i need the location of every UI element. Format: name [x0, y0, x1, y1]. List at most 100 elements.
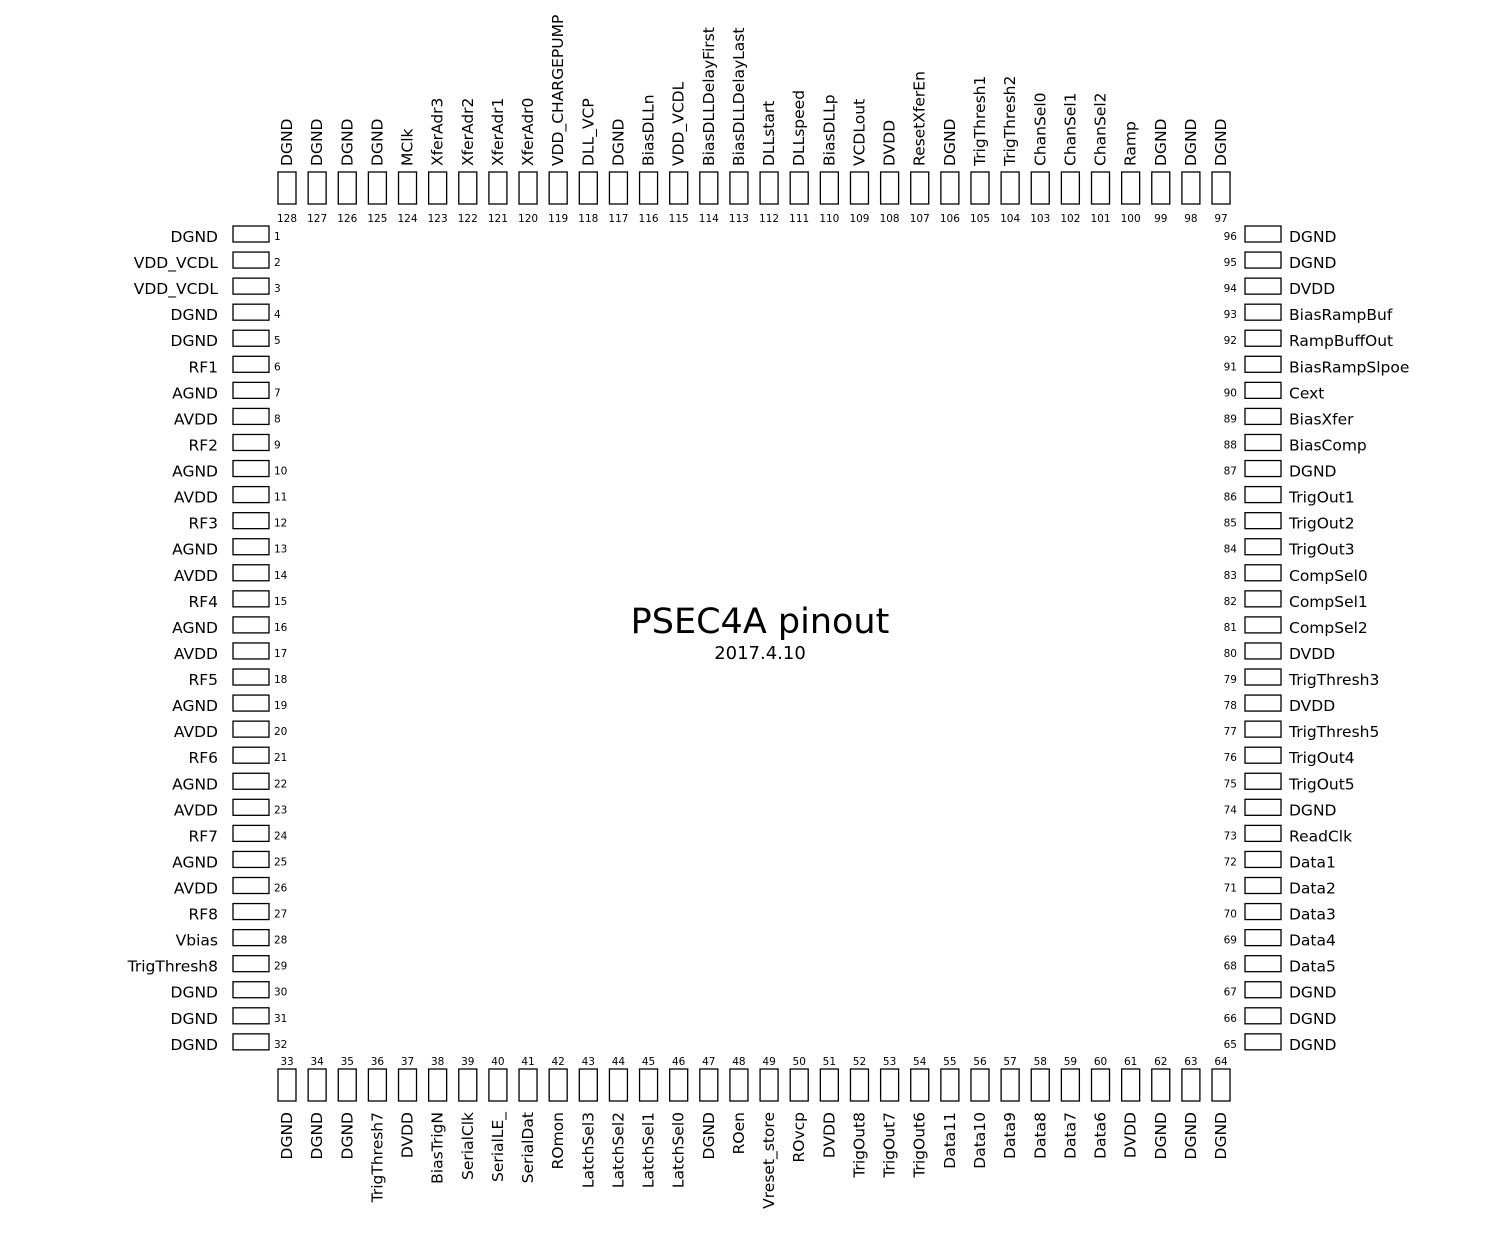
- pin-pad: [232, 876, 270, 895]
- pin-pad: [849, 171, 870, 205]
- pin-5: DGND 5: [171, 329, 281, 350]
- pin-name: DGND: [1212, 1112, 1230, 1160]
- pin-65: DGND 65: [1224, 1033, 1337, 1054]
- pin-47: 47 DGND: [699, 1056, 719, 1159]
- pin-pad: [337, 1068, 357, 1102]
- pin-115: 115 VDD_VCDL: [669, 81, 689, 225]
- pin-number: 82: [1224, 596, 1237, 608]
- pin-name: DVDD: [1289, 280, 1335, 298]
- pin-number: 5: [274, 335, 281, 347]
- pin-18: RF5 18: [188, 668, 287, 689]
- pin-70: Data3 70: [1224, 902, 1336, 924]
- pin-pad: [232, 720, 270, 738]
- pin-pad: [518, 1068, 538, 1102]
- pin-61: 61 DVDD: [1120, 1056, 1141, 1158]
- pin-46: 46 LatchSel0: [669, 1056, 689, 1188]
- pin-126: 126 DGND: [337, 118, 357, 225]
- pin-59: 59 Data7: [1060, 1056, 1081, 1159]
- pin-number: 109: [849, 213, 869, 225]
- pin-number: 32: [274, 1039, 287, 1051]
- pin-name: VDD_VCDL: [670, 81, 689, 166]
- pin-53: 53 TrigOut7: [879, 1056, 900, 1179]
- pin-number: 33: [280, 1056, 293, 1068]
- pin-pad: [1030, 1068, 1050, 1102]
- pin-pad: [849, 1068, 870, 1102]
- pin-name: Data9: [1001, 1112, 1019, 1159]
- pin-number: 38: [431, 1056, 444, 1068]
- pin-number: 44: [612, 1056, 626, 1068]
- top-pin-row: 97 DGND 98 DGND 99 DGND 100 Ramp 101 ChanSel2 102 C…: [277, 15, 1231, 225]
- pin-name: DLL_VCP: [579, 98, 598, 166]
- pin-number: 124: [397, 213, 417, 225]
- pin-name: DVDD: [1122, 1112, 1140, 1158]
- pin-name: BiasComp: [1289, 436, 1367, 454]
- pin-number: 88: [1224, 439, 1237, 451]
- pin-94: DVDD 94: [1224, 277, 1335, 298]
- pin-name: DGND: [941, 118, 959, 166]
- pin-number: 50: [793, 1056, 806, 1068]
- pin-name: BiasXfer: [1289, 410, 1354, 428]
- pin-number: 84: [1224, 544, 1238, 556]
- pin-pad: [232, 928, 270, 947]
- pin-121: 121 XferAdr1: [488, 98, 508, 225]
- pin-name: DGND: [308, 1112, 326, 1160]
- pin-name: AGND: [172, 697, 218, 715]
- pin-pad: [759, 171, 779, 205]
- pin-124: 124 MClk: [397, 128, 417, 225]
- pin-pad: [488, 1068, 508, 1102]
- pin-pad: [1244, 407, 1282, 426]
- pin-pad: [879, 171, 900, 205]
- pin-number: 119: [548, 213, 568, 225]
- pin-name: VDD_CHARGEPUMP: [549, 15, 568, 166]
- pin-pad: [729, 1068, 749, 1102]
- pin-4: DGND 4: [171, 303, 281, 324]
- pin-22: AGND 22: [172, 772, 287, 793]
- pin-name: BiasDLLp: [820, 94, 838, 166]
- pin-pad: [548, 171, 568, 205]
- pin-name: Data1: [1289, 853, 1336, 871]
- pin-pad: [970, 1068, 990, 1102]
- pin-pad: [1151, 1068, 1171, 1102]
- pin-40: 40 SerialLE_: [488, 1056, 508, 1182]
- pin-name: DGND: [1289, 801, 1337, 819]
- pin-number: 77: [1224, 726, 1237, 738]
- pin-number: 31: [274, 1013, 287, 1025]
- pin-number: 65: [1224, 1039, 1237, 1051]
- pin-name: AVDD: [174, 489, 218, 507]
- pin-name: BiasRampBuf: [1289, 306, 1393, 324]
- pin-number: 63: [1184, 1056, 1197, 1068]
- pin-37: 37 DVDD: [397, 1056, 418, 1158]
- pin-name: DGND: [609, 118, 627, 166]
- pin-pad: [819, 1068, 839, 1102]
- pin-2: VDD_VCDL 2: [134, 251, 281, 273]
- pin-number: 56: [973, 1056, 987, 1068]
- pin-pad: [1181, 1068, 1201, 1102]
- pin-pad: [1060, 171, 1081, 205]
- pin-pad: [699, 171, 719, 205]
- pin-name: ROvcp: [790, 1112, 808, 1163]
- pin-pad: [1244, 850, 1282, 869]
- pin-107: 107 ResetXferEn: [910, 71, 930, 225]
- pin-name: ROen: [730, 1112, 748, 1154]
- pin-82: CompSel1 82: [1224, 590, 1368, 611]
- pin-name: TrigOut4: [1288, 749, 1355, 767]
- pin-name: LatchSel2: [609, 1112, 627, 1188]
- pin-name: LatchSel0: [670, 1112, 688, 1188]
- pin-name: AVDD: [174, 645, 218, 663]
- pin-number: 10: [274, 466, 287, 478]
- pin-pad: [608, 1068, 629, 1102]
- pin-number: 67: [1224, 987, 1237, 999]
- pin-26: AVDD 26: [174, 876, 288, 898]
- pin-99: 99 DGND: [1151, 118, 1171, 225]
- pin-number: 123: [428, 213, 448, 225]
- pin-name: Ramp: [1122, 121, 1140, 166]
- pin-name: DGND: [1152, 1112, 1170, 1160]
- pin-name: Data2: [1289, 880, 1336, 898]
- pin-name: CompSel2: [1289, 619, 1368, 637]
- pin-number: 81: [1224, 622, 1237, 634]
- pin-pad: [232, 355, 270, 373]
- pin-name: AVDD: [174, 410, 218, 428]
- pin-number: 112: [759, 213, 779, 225]
- pin-28: Vbias 28: [176, 928, 287, 950]
- pin-pad: [669, 1068, 689, 1102]
